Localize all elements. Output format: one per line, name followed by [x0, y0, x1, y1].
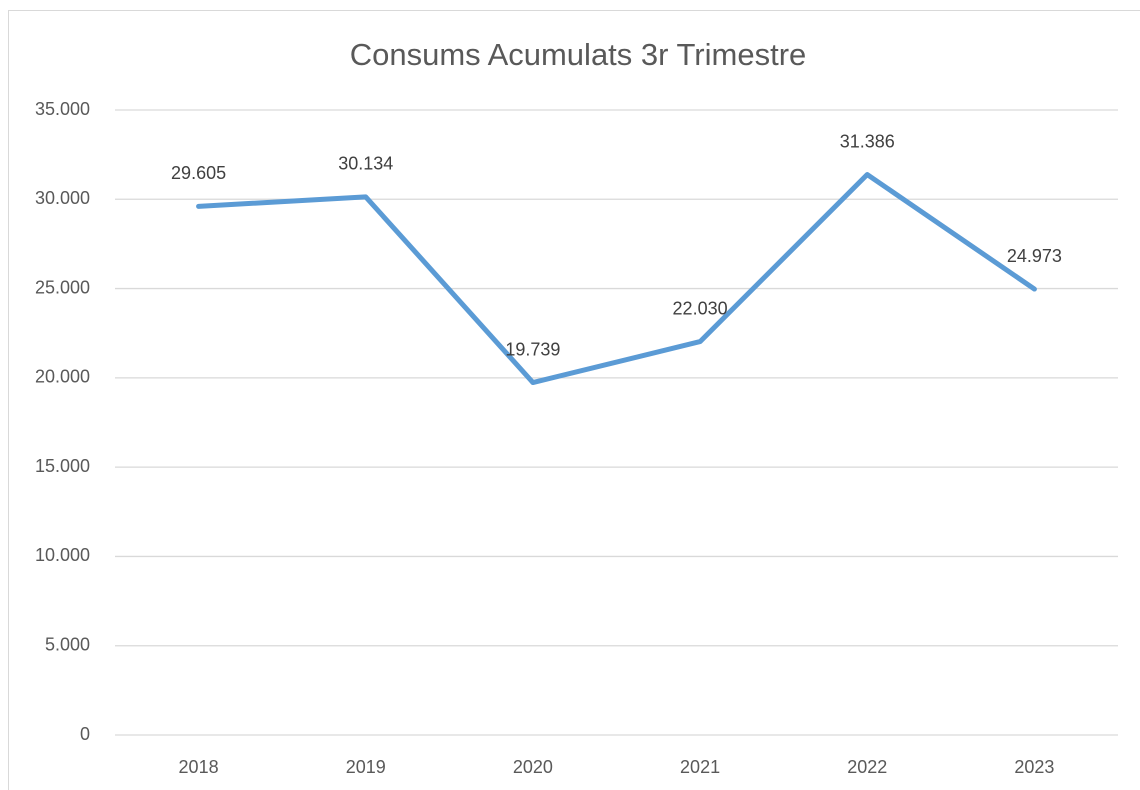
x-tick-label: 2018 — [179, 757, 219, 777]
data-label: 29.605 — [171, 163, 226, 183]
y-tick-label: 10.000 — [35, 545, 90, 565]
x-tick-label: 2021 — [680, 757, 720, 777]
x-tick-label: 2019 — [346, 757, 386, 777]
data-label: 31.386 — [840, 131, 895, 151]
data-label: 19.739 — [505, 339, 560, 359]
data-label: 22.030 — [673, 298, 728, 318]
y-tick-label: 5.000 — [45, 634, 90, 654]
chart-border — [8, 10, 1140, 790]
y-tick-label: 15.000 — [35, 456, 90, 476]
y-tick-label: 30.000 — [35, 188, 90, 208]
data-line — [196, 172, 1037, 386]
data-label: 24.973 — [1007, 246, 1062, 266]
x-tick-label: 2020 — [513, 757, 553, 777]
chart-title: Consums Acumulats 3r Trimestre — [350, 37, 807, 72]
x-tick-label: 2023 — [1014, 757, 1054, 777]
y-tick-label: 25.000 — [35, 277, 90, 297]
y-tick-label: 35.000 — [35, 99, 90, 119]
data-label: 30.134 — [338, 154, 393, 174]
x-tick-label: 2022 — [847, 757, 887, 777]
y-tick-label: 0 — [80, 724, 90, 744]
y-tick-label: 20.000 — [35, 367, 90, 387]
